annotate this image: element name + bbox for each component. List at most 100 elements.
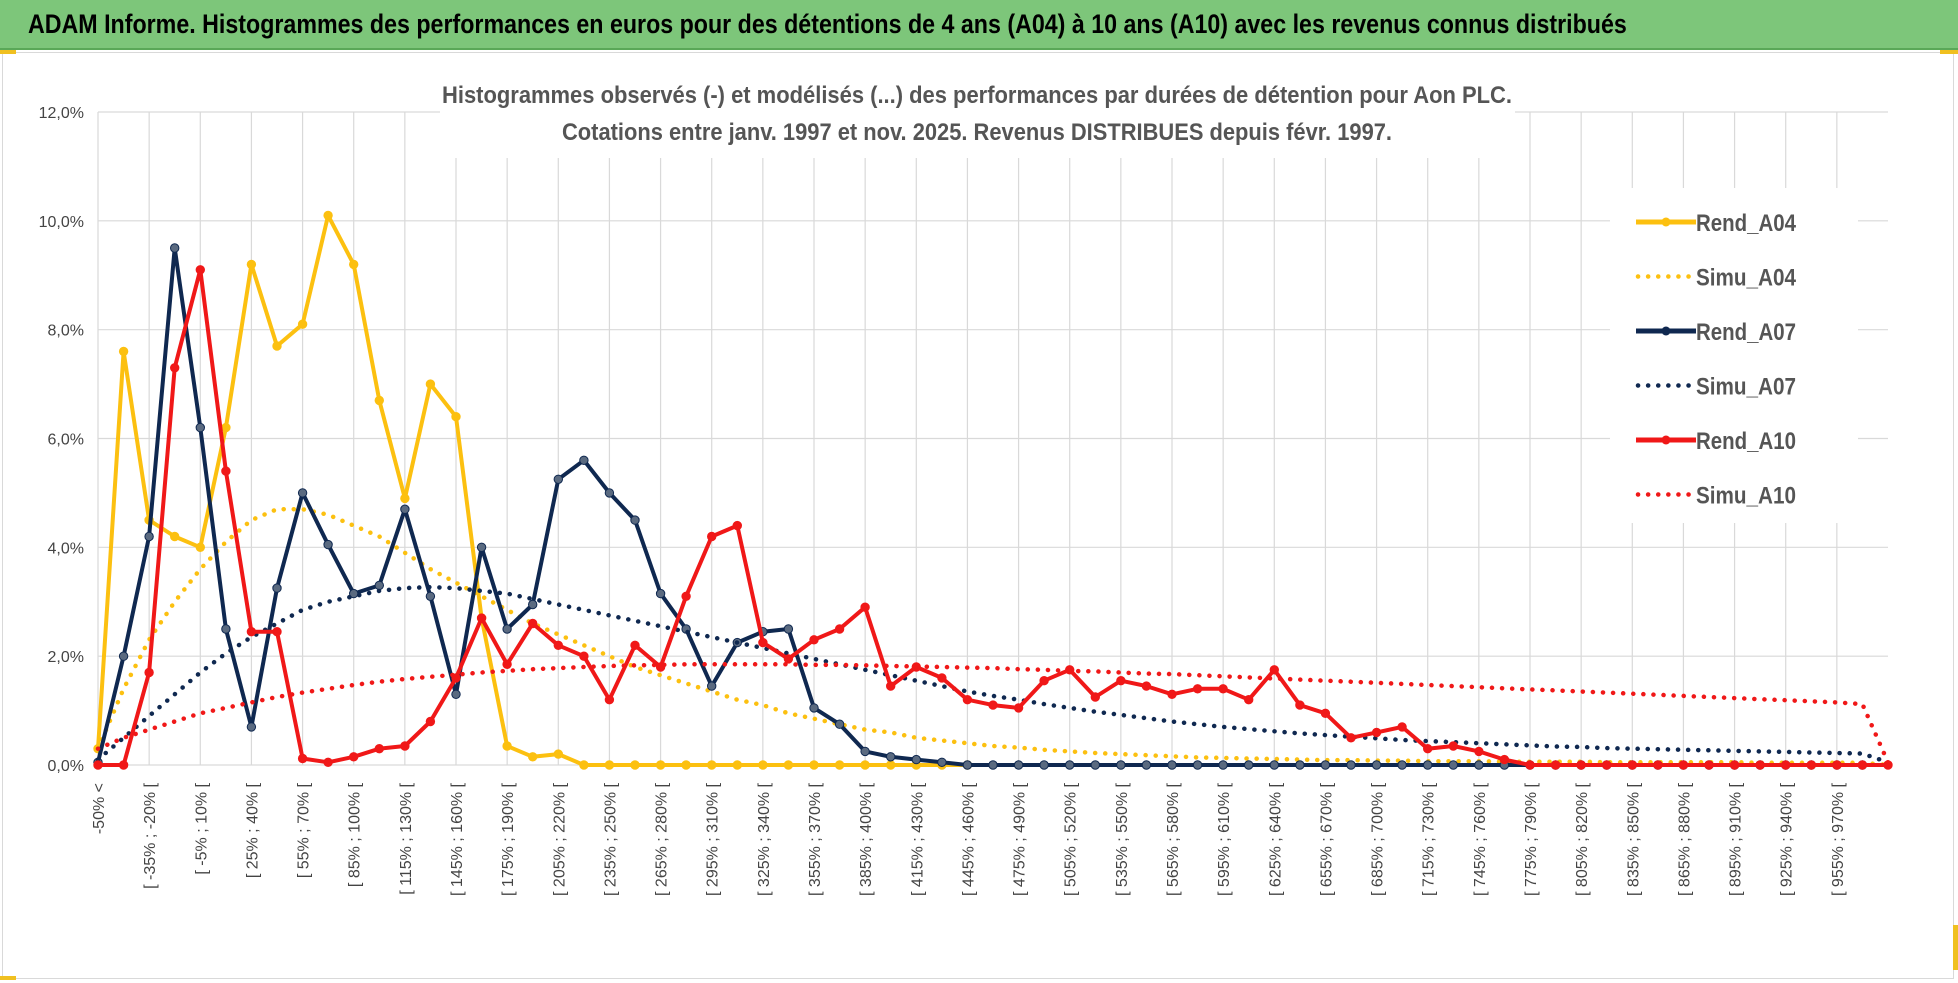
data-point-rend-a07 [809,703,819,713]
data-point-rend-a10 [707,531,717,542]
x-tick-label: [ 415% ; 430% [ [909,782,926,896]
x-tick-label: [ 445% ; 460% [ [960,782,977,896]
data-point-rend-a07 [553,474,563,484]
x-tick-label: [ 55% ; 70% [ [296,782,313,878]
data-point-rend-a10 [1627,760,1638,770]
x-tick-label: [ 235% ; 250% [ [602,782,619,896]
x-tick-label: [ 295% ; 310% [ [705,782,722,896]
data-point-rend-a04 [630,760,640,770]
data-point-rend-a10 [1781,760,1791,770]
data-point-rend-a10 [93,760,103,770]
data-point-rend-a07 [451,689,461,699]
data-point-rend-a07 [1116,760,1126,770]
data-point-rend-a10 [1039,676,1049,686]
banner: ADAM Informe. Histogrammes des performan… [0,0,1958,50]
data-point-rend-a07 [170,243,180,253]
x-tick-label: [ 715% ; 730% [ [1421,782,1438,896]
data-point-rend-a10 [681,591,691,601]
data-point-rend-a10 [374,744,384,754]
data-point-rend-a10 [1832,760,1842,770]
y-tick-label: 6,0% [48,432,84,449]
legend-background [1610,188,1858,523]
data-point-rend-a04 [834,760,845,770]
series-rend-a10 [93,265,1893,770]
data-point-rend-a04 [886,760,896,770]
data-point-rend-a07 [630,515,640,525]
legend-label-simu-a10: Simu_A10 [1696,483,1796,510]
legend-label-simu-a07: Simu_A07 [1696,374,1796,401]
data-point-rend-a10 [758,637,768,648]
data-point-rend-a10 [834,624,845,634]
x-tick-label: [ 805% ; 820% [ [1574,782,1591,896]
x-tick-label: -50% < [91,783,108,834]
data-point-rend-a04 [502,741,512,751]
data-point-rend-a04 [349,259,359,270]
data-point-rend-a07 [860,746,870,757]
legend-label-rend-a07: Rend_A07 [1696,319,1796,346]
data-point-rend-a07 [1448,760,1459,770]
data-point-rend-a10 [1729,760,1740,770]
data-point-rend-a07 [297,488,308,498]
x-tick-label: [ 565% ; 580% [ [1165,782,1182,896]
data-point-rend-a04 [809,760,819,770]
x-tick-label: [ 535% ; 550% [ [1114,782,1131,896]
data-point-rend-a04 [323,210,333,221]
data-point-rend-a04 [297,319,308,329]
data-point-rend-a10 [783,654,794,664]
data-point-rend-a10 [349,752,359,762]
data-point-rend-a10 [732,520,742,531]
data-point-rend-a04 [195,542,206,552]
x-tick-label: [ 355% ; 370% [ [807,782,824,896]
x-tick-label: [ 265% ; 280% [ [654,782,671,896]
x-tick-label: [ 595% ; 610% [ [1216,782,1233,896]
data-point-rend-a07 [1141,760,1152,770]
data-point-rend-a10 [1704,760,1714,770]
data-point-rend-a10 [1269,665,1280,675]
data-point-rend-a07 [1474,760,1484,770]
x-tick-label: [ 85% ; 100% [ [347,782,364,887]
legend-marker-rend-a10 [1661,435,1671,445]
data-point-rend-a04 [118,346,129,357]
series-simu-a04 [95,506,1891,768]
data-point-rend-a07 [834,719,845,729]
axes: 0,0% 2,0% 4,0% 6,0% 8,0% 10,0% 12,0% -50% < [ -3… [39,105,1847,896]
data-point-rend-a10 [425,716,436,727]
data-point-rend-a10 [400,741,410,751]
data-point-rend-a07 [374,580,384,591]
data-point-rend-a10 [502,659,512,669]
data-point-rend-a07 [886,752,896,762]
data-point-rend-a10 [1141,681,1152,691]
chart-title-block: Histogrammes observés (-) et modélisés (… [440,72,1515,158]
data-point-rend-a10 [1474,746,1484,757]
data-point-rend-a10 [1346,733,1356,743]
data-point-rend-a07 [1013,760,1024,770]
data-point-rend-a10 [1448,741,1459,751]
data-point-rend-a04 [860,760,870,770]
data-point-rend-a07 [962,760,973,770]
data-point-rend-a10 [1013,703,1024,713]
chart-frame [2,52,1954,979]
chart-subtitle: Cotations entre janv. 1997 et nov. 2025.… [562,119,1392,146]
data-point-rend-a07 [425,591,436,601]
data-point-rend-a04 [374,395,384,406]
data-point-rend-a10 [1295,700,1305,710]
data-point-rend-a04 [272,341,282,351]
data-point-rend-a10 [246,627,257,637]
data-point-rend-a07 [937,757,947,767]
data-point-rend-a10 [1320,708,1331,718]
data-point-rend-a04 [783,760,794,770]
data-point-rend-a10 [297,753,308,764]
data-point-rend-a07 [1039,760,1049,770]
data-point-rend-a04 [681,760,691,770]
y-tick-label: 10,0% [39,214,84,231]
data-point-rend-a04 [553,749,563,759]
y-tick-label: 0,0% [48,758,84,775]
data-point-rend-a10 [1192,684,1203,694]
data-point-rend-a10 [1525,760,1535,770]
data-point-rend-a10 [1550,760,1561,770]
x-tick-label: [ 475% ; 490% [ [1012,782,1029,896]
x-tick-label: [ 625% ; 640% [ [1267,782,1284,896]
y-tick-label: 2,0% [48,649,84,666]
legend-marker-rend-a07 [1661,326,1671,336]
